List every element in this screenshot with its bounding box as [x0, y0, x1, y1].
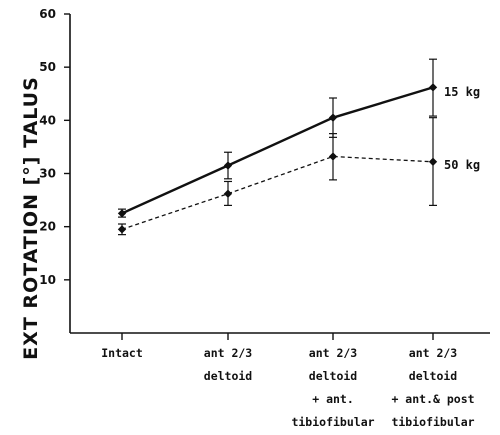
series	[117, 58, 438, 236]
series-line	[121, 86, 434, 215]
data-point	[117, 209, 127, 218]
data-point	[428, 83, 438, 92]
series-label: 50 kg	[444, 158, 480, 172]
x-tick-label: + ant.& post	[391, 392, 474, 406]
series-label: 15 kg	[444, 85, 480, 99]
x-tick-label: deltoid	[409, 369, 458, 383]
y-tick-label: 30	[39, 167, 56, 181]
axes	[69, 14, 490, 334]
y-axis-title: EXT ROTATION [°] TALUS	[20, 76, 42, 360]
y-tick-label: 40	[39, 113, 56, 127]
y-tick-label: 10	[39, 273, 56, 287]
y-axis-ticks: 10 20 30 40 50 60	[39, 7, 70, 287]
data-point	[328, 152, 338, 161]
x-tick-label: deltoid	[309, 369, 358, 383]
x-tick-label: deltoid	[204, 369, 253, 383]
x-tick-label: tibiofibular	[391, 415, 474, 429]
data-point	[223, 189, 233, 198]
data-point	[223, 161, 233, 170]
series-1	[117, 117, 438, 236]
x-tick-label: ant 2/3	[409, 346, 458, 360]
x-tick-label: + ant.	[312, 392, 354, 406]
x-tick-label: ant 2/3	[309, 346, 358, 360]
series-line	[121, 155, 434, 230]
x-axis-ticks: Intact ant 2/3 deltoid ant 2/3 deltoid + ant.…	[101, 333, 475, 429]
x-tick-label: Intact	[101, 346, 143, 360]
y-tick-label: 20	[39, 220, 56, 234]
series-0	[117, 58, 438, 218]
data-point	[117, 225, 127, 234]
y-tick-label: 60	[39, 7, 56, 21]
x-tick-label: ant 2/3	[204, 346, 253, 360]
data-point	[428, 157, 438, 166]
x-tick-label: tibiofibular	[291, 415, 374, 429]
labels: EXT ROTATION [°] TALUS 15 kg 50 kg	[20, 76, 480, 360]
data-point	[328, 113, 338, 122]
y-tick-label: 50	[39, 60, 56, 74]
